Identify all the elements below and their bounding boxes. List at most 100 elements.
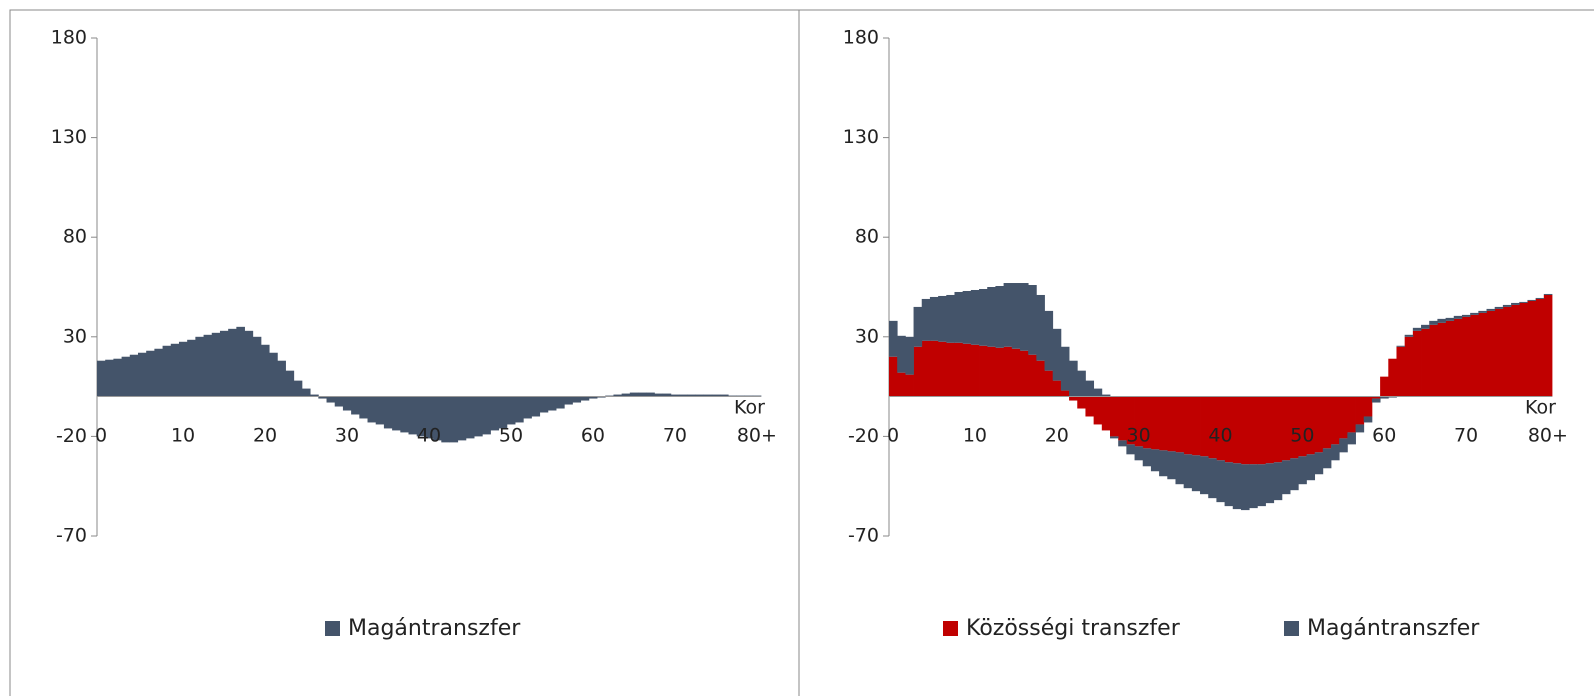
bar bbox=[441, 396, 450, 443]
bar bbox=[1347, 396, 1356, 433]
bar bbox=[178, 341, 188, 397]
bar bbox=[154, 348, 163, 397]
x-tick-label: 0 bbox=[95, 425, 107, 447]
bar bbox=[1535, 298, 1545, 397]
bar bbox=[1322, 396, 1332, 449]
x-tick-label: 70 bbox=[663, 425, 687, 447]
legend-swatch bbox=[943, 621, 958, 636]
bar bbox=[1412, 330, 1422, 397]
bar bbox=[1502, 304, 1512, 307]
bar bbox=[962, 343, 972, 397]
y-tick-label: 30 bbox=[855, 325, 879, 347]
x-tick-label: 70 bbox=[1454, 425, 1478, 447]
bar bbox=[400, 396, 409, 433]
bar bbox=[1371, 396, 1381, 399]
bar bbox=[995, 347, 1004, 397]
bar bbox=[170, 343, 180, 397]
x-tick-label: 60 bbox=[1372, 425, 1396, 447]
bar bbox=[1240, 396, 1250, 465]
y-tick-label: 130 bbox=[843, 126, 879, 148]
bar bbox=[1445, 317, 1455, 321]
bar bbox=[1363, 396, 1373, 417]
bar bbox=[203, 334, 213, 397]
bar bbox=[1167, 451, 1176, 480]
bar bbox=[1216, 460, 1225, 503]
bar bbox=[1281, 396, 1291, 461]
x-tick-label: 20 bbox=[253, 425, 277, 447]
bar bbox=[1453, 318, 1463, 397]
bar bbox=[1101, 394, 1111, 397]
bar bbox=[921, 340, 931, 397]
x-tick-label: 40 bbox=[417, 425, 441, 447]
bar bbox=[1028, 285, 1037, 355]
bar bbox=[646, 392, 655, 397]
bar bbox=[1502, 306, 1512, 397]
x-tick-label: 30 bbox=[1127, 425, 1151, 447]
x-tick-label: 10 bbox=[963, 425, 987, 447]
bar bbox=[654, 393, 664, 397]
bar bbox=[1543, 293, 1553, 295]
bar bbox=[580, 396, 590, 401]
bar bbox=[1511, 304, 1520, 397]
bar bbox=[1060, 346, 1070, 391]
bar bbox=[1396, 346, 1406, 397]
bar bbox=[1126, 396, 1135, 445]
bar bbox=[1069, 396, 1078, 401]
bar bbox=[1142, 396, 1152, 449]
bar bbox=[1445, 320, 1455, 397]
bar bbox=[375, 396, 385, 425]
y-tick-label: 180 bbox=[51, 27, 87, 49]
bar bbox=[1240, 464, 1250, 511]
bar bbox=[1019, 283, 1029, 351]
bar bbox=[1331, 444, 1340, 461]
bar bbox=[929, 340, 939, 397]
bar bbox=[1036, 294, 1045, 361]
bar bbox=[1224, 396, 1234, 463]
bar bbox=[1494, 308, 1504, 397]
bar bbox=[1093, 388, 1103, 397]
bar bbox=[970, 344, 980, 397]
bar bbox=[1208, 396, 1217, 459]
bar bbox=[326, 396, 336, 403]
bar bbox=[383, 396, 393, 429]
bar bbox=[416, 396, 426, 437]
bar bbox=[1134, 446, 1144, 461]
bar bbox=[1461, 316, 1471, 397]
bar bbox=[995, 286, 1004, 348]
bar bbox=[962, 290, 972, 344]
bar bbox=[1306, 454, 1316, 481]
bar bbox=[1371, 398, 1381, 403]
bar bbox=[1150, 449, 1160, 472]
bar bbox=[905, 374, 914, 397]
bar bbox=[979, 288, 988, 346]
bar bbox=[1110, 396, 1119, 437]
bar bbox=[1421, 328, 1430, 397]
legend-label: Magántranszfer bbox=[1307, 616, 1480, 641]
bar bbox=[1257, 464, 1266, 507]
bar bbox=[433, 396, 442, 441]
bar bbox=[1453, 315, 1463, 319]
bar bbox=[1519, 301, 1528, 303]
bar bbox=[1208, 458, 1217, 499]
bar bbox=[703, 394, 713, 397]
bar bbox=[1265, 396, 1275, 464]
bar bbox=[1052, 328, 1062, 381]
bar bbox=[318, 396, 327, 399]
bar bbox=[1216, 396, 1225, 461]
bar bbox=[1412, 327, 1422, 331]
bar bbox=[490, 396, 500, 431]
legend-label: Közösségi transzfer bbox=[966, 616, 1181, 641]
bar bbox=[523, 396, 532, 419]
bar bbox=[1200, 396, 1209, 457]
bar bbox=[1290, 458, 1299, 491]
bar bbox=[938, 341, 947, 397]
bar bbox=[1429, 324, 1438, 397]
bar bbox=[285, 370, 295, 397]
bar bbox=[211, 332, 221, 397]
bar bbox=[1519, 302, 1528, 397]
bar bbox=[1281, 460, 1291, 495]
bar bbox=[105, 359, 114, 397]
y-tick-label: 130 bbox=[51, 126, 87, 148]
bar bbox=[301, 388, 311, 397]
bar bbox=[564, 396, 573, 405]
